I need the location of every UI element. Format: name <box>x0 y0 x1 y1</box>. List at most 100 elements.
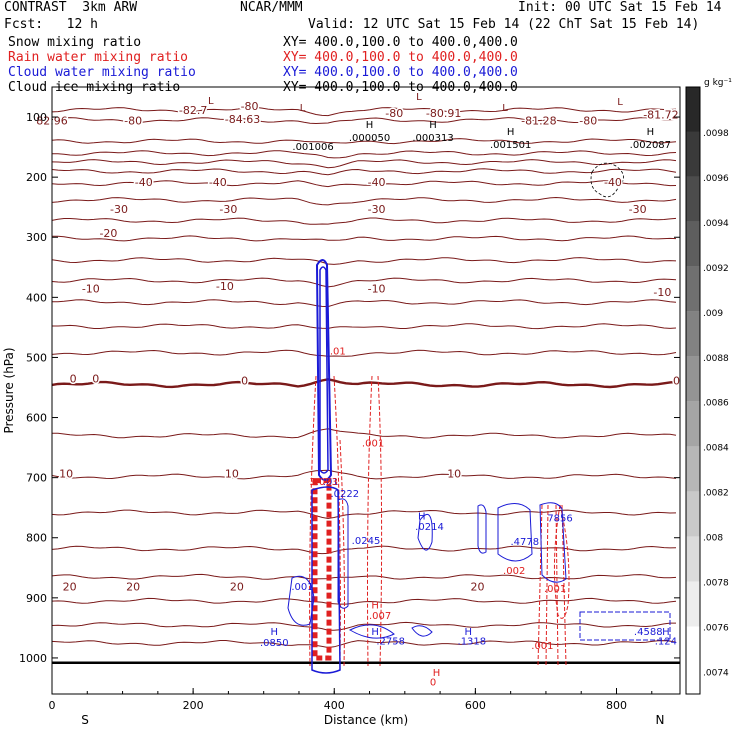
cloud-water-label: .2758 <box>376 637 405 648</box>
valid-time: Valid: 12 UTC Sat 15 Feb 14 (22 ChT Sat … <box>308 17 700 32</box>
temperature-label: 10 <box>225 468 239 481</box>
colorbar-swatch <box>686 401 700 447</box>
cloud-water-contours <box>287 259 671 674</box>
extremum-mark: H <box>647 127 655 138</box>
extremum-mark: L <box>208 96 214 107</box>
rain-water-contours <box>309 375 570 667</box>
rain-label: .002 <box>503 566 525 577</box>
temperature-contour <box>51 196 677 206</box>
rain-label: 3.093 <box>309 477 338 488</box>
field-cloudwater-name: Cloud water mixing ratio <box>8 65 196 80</box>
temperature-contour <box>51 277 677 288</box>
temperature-label: -40 <box>604 176 622 189</box>
rain-label: H <box>433 668 441 679</box>
colorbar-swatch <box>686 446 700 492</box>
extremum-value: .000050 <box>349 133 390 144</box>
rain-core <box>312 478 332 661</box>
rain-label: .007 <box>369 611 391 622</box>
temperature-contour <box>51 299 677 308</box>
colorbar-swatch <box>686 311 700 357</box>
cloud-water-label: .4778 <box>510 537 539 548</box>
colorbar-label: .0074 <box>703 669 729 679</box>
temperature-label: 20 <box>230 581 244 594</box>
cloud-water-column <box>319 266 329 474</box>
colorbar-swatch <box>686 221 700 267</box>
colorbar-frame <box>685 86 701 695</box>
temperature-contour <box>51 159 677 169</box>
y-tick-label: 400 <box>26 291 47 304</box>
colorbar-swatch <box>686 87 700 132</box>
rain-contour <box>339 439 345 667</box>
temperature-contour <box>51 235 677 242</box>
org-label: NCAR/MMM <box>240 0 303 15</box>
cloud-water-label: H <box>465 627 473 638</box>
x-tick-label: 0 <box>49 699 56 712</box>
temperature-label: -80.91 <box>426 107 461 120</box>
temperature-label: 10 <box>59 468 73 481</box>
extremum-mark: L <box>502 103 508 114</box>
temperature-label: -80 <box>579 114 597 127</box>
temperature-contour <box>52 150 677 159</box>
cloud-water-label: .4588 <box>634 627 663 638</box>
colorbar-swatch <box>686 356 700 402</box>
colorbar-swatch <box>686 266 700 312</box>
y-tick-label: 200 <box>26 171 47 184</box>
cloud-water-cell <box>539 502 567 583</box>
colorbar-label: .0092 <box>703 264 729 274</box>
rain-contour <box>309 375 317 667</box>
y-tick-label: 100 <box>26 111 47 124</box>
temperature-label: -30 <box>629 203 647 216</box>
extremum-value: .002087 <box>630 140 671 151</box>
colorbar-label: .0082 <box>703 489 729 499</box>
colorbar-swatch <box>686 536 700 582</box>
cloud-water-label: .0222 <box>331 489 360 500</box>
colorbar-swatch <box>686 626 700 672</box>
extremum-mark: H <box>429 120 437 131</box>
cloud-water-cell <box>579 611 671 641</box>
rain-contour <box>555 504 559 666</box>
temperature-label: -30 <box>219 203 237 216</box>
temperature-label: -81.72 <box>643 108 678 121</box>
cloud-water-column <box>315 259 333 481</box>
field-rain-name: Rain water mixing ratio <box>8 50 189 65</box>
rain-contour <box>377 375 383 667</box>
temperature-contour <box>51 573 677 580</box>
field-snow-name: Snow mixing ratio <box>8 35 142 50</box>
cloud-water-label: .1318 <box>458 637 487 648</box>
colorbar-swatch <box>686 491 700 537</box>
cloud-water-label: 7856 <box>547 514 572 525</box>
colorbar-swatch <box>686 671 700 694</box>
field-cloudwater-xy: XY= 400.0,100.0 to 400.0,400.0 <box>283 65 518 80</box>
y-tick-label: 300 <box>26 231 47 244</box>
temperature-contour <box>51 180 677 188</box>
rain-contour <box>545 504 549 666</box>
y-tick-label: 1000 <box>19 652 47 665</box>
x-axis-label: Distance (km) <box>324 713 408 727</box>
temperature-label: 0 <box>92 373 99 386</box>
rain-label: .01 <box>330 346 346 357</box>
x-tick-label: 400 <box>324 699 345 712</box>
temperature-label: -10 <box>82 283 100 296</box>
temperature-label: -30 <box>368 203 386 216</box>
rain-contour <box>367 375 373 667</box>
contour-labels: 82.96 -80 -84.63-82.7 -80-80 -80.91-81.28 -80… <box>35 92 682 688</box>
extremum-value: .001006 <box>292 142 333 153</box>
colorbar-label: .0076 <box>703 624 729 634</box>
temperature-label: -81.28 <box>521 114 556 127</box>
colorbar-label: .009 <box>703 309 723 319</box>
temperature-label: -40 <box>368 176 386 189</box>
extremum-value: .000313 <box>412 133 453 144</box>
x-tick-label: 200 <box>183 699 204 712</box>
cloud-water-cell <box>348 624 395 639</box>
temperature-contour <box>51 217 677 225</box>
y-tick-label: 700 <box>26 472 47 485</box>
rain-label: .001 <box>531 641 553 652</box>
colorbar-swatch <box>686 131 700 177</box>
temperature-label: -84.63 <box>225 113 260 126</box>
temperature-contour <box>51 640 677 649</box>
colorbar-label: .0086 <box>703 399 729 409</box>
extremum-mark: L <box>300 103 306 114</box>
y-tick-label: 900 <box>26 592 47 605</box>
